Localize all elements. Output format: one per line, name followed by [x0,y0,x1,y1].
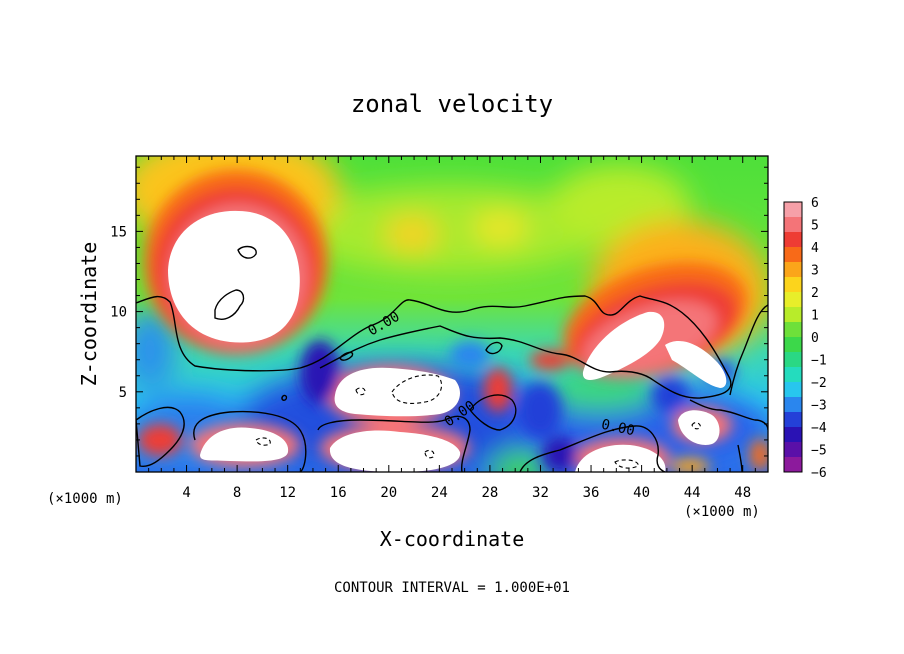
zero-contour-small2 [485,341,503,355]
negative-contours [255,374,701,469]
zero-contour-small [339,351,354,361]
colorbar-swatch [784,427,802,443]
contour-left-core [237,245,257,259]
zero-contour-east2 [689,399,768,431]
y-axis-label: Z-coordinate [77,242,101,387]
colorbar-frame [783,201,803,473]
x-tick-label: 28 [481,485,498,501]
x-unit-left: (×1000 m) [47,491,123,507]
colorbar-swatch [784,307,802,323]
y-tick-label: 10 [110,305,127,321]
colorbar-swatch [784,337,802,353]
x-tick-label: 20 [380,485,397,501]
colorbar-swatch [784,352,802,368]
colorbar-tick-label: −6 [811,466,827,481]
colorbar-swatch [784,322,802,338]
colorbar-swatch [784,367,802,383]
colorbar-tick-label: −1 [811,354,827,369]
plot-field: 0.00 0.00 0.00 [136,156,768,472]
zero-contour-low [136,406,185,467]
x-tick-label: 40 [633,485,650,501]
colorbar-swatch [784,247,802,263]
colorbar-swatch [784,382,802,398]
x-tick-label: 4 [182,485,190,501]
colorbar-swatch [784,397,802,413]
x-tick-label: 44 [684,485,701,501]
colorbar-tick-label: 6 [811,196,819,211]
colorbar-tick-label: 3 [811,264,819,279]
x-tick-label: 24 [431,485,448,501]
colorbar-tick-label: −5 [811,444,827,459]
colorbar-tick-label: 0 [811,331,819,346]
colorbar-swatch [784,442,802,458]
zero-contour-mid [317,415,471,472]
colorbar-tick-label: −3 [811,399,827,414]
zero-contour-main [136,295,732,399]
colorbar: 6 5 4 3 2 1 0 −1 −2 −3 −4 −5 −6 [783,196,827,481]
chart-title: zonal velocity [351,90,553,118]
zero-contour-mid2 [469,394,517,431]
contour-left-core2 [214,289,245,320]
colorbar-swatch [784,262,802,278]
y-tick-label: 15 [110,224,127,240]
x-tick-label: 16 [330,485,347,501]
colorbar-tick-label: 1 [811,309,819,324]
colorbar-swatch [784,217,802,233]
x-tick-label: 32 [532,485,549,501]
x-tick-label: 8 [233,485,241,501]
colorbar-swatch [784,277,802,293]
y-tick-label: 5 [119,385,127,401]
colorbar-swatch [784,412,802,428]
colorbar-tick-label: 4 [811,241,819,256]
colorbar-swatch [784,292,802,308]
zero-contour-right [729,304,768,396]
zero-contour-low2 [193,410,307,472]
colorbar-tick-label: −4 [811,421,827,436]
colorbar-swatch [784,232,802,248]
colorbar-tick-label: 5 [811,219,819,234]
contour-label: 0.00 [600,417,636,440]
saturated-cores [168,210,727,472]
colorbar-tick-label: 2 [811,286,819,301]
x-axis-label: X-coordinate [380,527,525,551]
zero-contour-small3 [281,394,288,401]
x-unit-right: (×1000 m) [684,504,760,520]
x-axis: 4 8 12 16 20 24 28 32 36 40 44 48 [148,156,756,501]
contour-interval-note: CONTOUR INTERVAL = 1.000E+01 [334,580,570,596]
zero-contour-e3 [737,444,743,472]
colorbar-tick-label: −2 [811,376,827,391]
x-tick-label: 48 [734,485,751,501]
colorbar-swatch [784,202,802,218]
contour-lines [136,245,768,472]
x-tick-label: 36 [583,485,600,501]
x-tick-label: 12 [279,485,296,501]
y-axis: 5 10 15 [110,166,768,457]
zero-contour-east [519,425,666,472]
colorbar-swatch [784,457,802,473]
